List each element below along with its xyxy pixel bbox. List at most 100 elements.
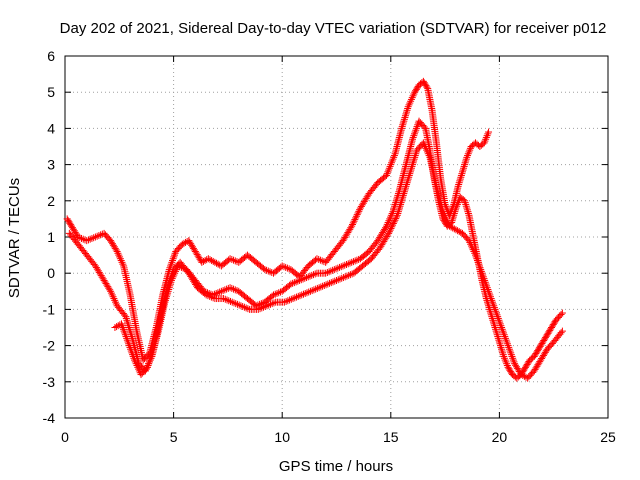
trace-marker: [493, 331, 501, 339]
trace-marker: [305, 288, 313, 296]
trace-marker: [308, 271, 316, 279]
data-point: [217, 287, 225, 295]
trace-marker: [450, 209, 458, 217]
trace-marker: [384, 231, 392, 239]
trace-marker: [490, 304, 498, 312]
trace-marker: [320, 282, 328, 290]
trace-marker: [166, 275, 174, 283]
trace-marker: [311, 270, 319, 278]
trace-marker: [147, 351, 155, 359]
trace-marker: [408, 94, 416, 102]
data-point: [406, 168, 414, 176]
trace-marker: [296, 292, 304, 300]
trace-marker: [499, 351, 507, 359]
trace-marker: [472, 253, 480, 261]
data-point: [330, 266, 338, 274]
trace-marker: [409, 161, 417, 169]
data-point: [458, 168, 466, 176]
y-tick-label: -4: [43, 410, 56, 426]
trace-marker: [166, 276, 174, 284]
trace-marker: [387, 224, 395, 232]
trace-marker: [242, 304, 250, 312]
trace-marker: [223, 296, 231, 304]
trace-marker: [494, 333, 502, 341]
trace-marker: [500, 331, 508, 339]
trace-marker: [149, 345, 157, 353]
data-point: [385, 229, 393, 237]
trace-marker: [399, 193, 407, 201]
data-point: [409, 135, 417, 143]
trace-marker: [387, 211, 395, 219]
data-point: [202, 291, 210, 299]
trace-marker: [167, 262, 175, 270]
trace-marker: [323, 268, 331, 276]
trace-marker: [410, 130, 418, 138]
data-point: [287, 280, 295, 288]
trace-marker: [128, 349, 136, 357]
trace-marker: [385, 217, 393, 225]
trace-marker: [497, 322, 505, 330]
data-point: [419, 139, 427, 147]
trace-marker: [384, 168, 392, 176]
data-point: [113, 247, 121, 255]
trace-marker: [476, 264, 484, 272]
trace-marker: [135, 365, 143, 373]
trace-marker: [443, 217, 451, 225]
data-point: [500, 352, 508, 360]
trace-marker: [457, 173, 465, 181]
trace-marker: [221, 286, 229, 294]
data-point: [498, 324, 506, 331]
trace-marker: [403, 106, 411, 114]
trace-marker: [463, 206, 471, 214]
trace-marker: [502, 336, 510, 344]
trace-marker: [214, 260, 222, 268]
trace-marker: [506, 366, 514, 374]
trace-marker: [283, 264, 291, 272]
trace-marker: [402, 182, 410, 190]
trace-marker: [352, 214, 360, 222]
trace-marker: [423, 148, 431, 156]
trace-marker: [462, 157, 470, 165]
data-point: [463, 153, 471, 161]
trace-marker: [332, 265, 340, 273]
data-point: [382, 171, 390, 179]
trace-marker: [355, 207, 363, 215]
trace-marker: [492, 327, 500, 335]
data-point: [478, 269, 486, 277]
trace-marker: [500, 329, 508, 337]
trace-marker: [168, 258, 176, 266]
trace-marker: [456, 175, 464, 183]
trace-marker: [549, 321, 557, 329]
trace-marker: [147, 352, 155, 360]
trace-marker: [496, 320, 504, 328]
trace-marker: [481, 137, 489, 145]
trace-marker: [483, 284, 491, 292]
data-point: [333, 276, 340, 284]
data-point: [74, 233, 82, 241]
trace-marker: [260, 303, 268, 311]
trace-marker: [219, 287, 227, 295]
trace-marker: [123, 334, 131, 342]
trace-marker: [121, 329, 129, 337]
trace-marker: [180, 239, 188, 247]
trace-marker: [280, 263, 288, 271]
trace-marker: [123, 316, 131, 324]
x-tick-label: 20: [492, 429, 508, 445]
trace-marker: [453, 202, 461, 210]
trace-marker: [479, 271, 487, 279]
trace-marker: [388, 157, 396, 165]
trace-marker: [495, 316, 503, 324]
trace-marker: [521, 365, 529, 373]
y-tick-label: 5: [47, 84, 55, 100]
trace-marker: [351, 257, 359, 265]
data-point: [315, 284, 323, 292]
trace-marker: [299, 290, 307, 298]
trace-marker: [402, 110, 410, 118]
trace-marker: [410, 155, 418, 163]
trace-marker: [110, 295, 118, 303]
trace-marker: [353, 211, 361, 219]
trace-marker: [450, 225, 458, 233]
trace-marker: [407, 97, 415, 105]
trace-marker: [455, 181, 463, 189]
y-axis-label: SDTVAR / TECUs: [6, 178, 23, 298]
